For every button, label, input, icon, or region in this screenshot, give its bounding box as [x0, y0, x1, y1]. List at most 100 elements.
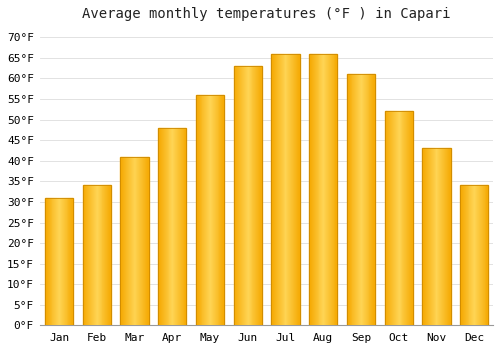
Bar: [164, 128, 166, 326]
Bar: [279, 54, 280, 326]
Bar: [88, 186, 90, 326]
Bar: [276, 54, 277, 326]
Bar: [82, 186, 84, 326]
Bar: [182, 128, 184, 326]
Bar: [370, 74, 372, 326]
Bar: [204, 95, 206, 326]
Bar: [426, 148, 427, 326]
Bar: [175, 128, 176, 326]
Bar: [132, 157, 134, 326]
Bar: [296, 54, 297, 326]
Bar: [84, 186, 86, 326]
Bar: [140, 157, 141, 326]
Bar: [60, 198, 61, 326]
Bar: [481, 186, 482, 326]
Bar: [470, 186, 472, 326]
Bar: [466, 186, 468, 326]
Bar: [364, 74, 366, 326]
Bar: [130, 157, 131, 326]
Bar: [93, 186, 94, 326]
Bar: [436, 148, 438, 326]
Bar: [245, 66, 246, 326]
Bar: [242, 66, 243, 326]
Bar: [475, 186, 476, 326]
Title: Average monthly temperatures (°F ) in Capari: Average monthly temperatures (°F ) in Ca…: [82, 7, 451, 21]
Bar: [131, 157, 132, 326]
Bar: [207, 95, 208, 326]
Bar: [158, 128, 159, 326]
Bar: [158, 128, 186, 326]
Bar: [347, 74, 375, 326]
Bar: [198, 95, 200, 326]
Bar: [348, 74, 350, 326]
Bar: [288, 54, 290, 326]
Bar: [241, 66, 242, 326]
Bar: [362, 74, 363, 326]
Bar: [206, 95, 207, 326]
Bar: [408, 111, 409, 326]
Bar: [61, 198, 62, 326]
Bar: [277, 54, 278, 326]
Bar: [179, 128, 180, 326]
Bar: [162, 128, 163, 326]
Bar: [298, 54, 300, 326]
Bar: [261, 66, 262, 326]
Bar: [177, 128, 178, 326]
Bar: [202, 95, 203, 326]
Bar: [422, 148, 450, 326]
Bar: [297, 54, 298, 326]
Bar: [327, 54, 328, 326]
Bar: [176, 128, 177, 326]
Bar: [134, 157, 136, 326]
Bar: [168, 128, 170, 326]
Bar: [48, 198, 50, 326]
Bar: [258, 66, 259, 326]
Bar: [272, 54, 273, 326]
Bar: [45, 198, 46, 326]
Bar: [460, 186, 461, 326]
Bar: [57, 198, 58, 326]
Bar: [318, 54, 320, 326]
Bar: [311, 54, 312, 326]
Bar: [359, 74, 360, 326]
Bar: [125, 157, 126, 326]
Bar: [324, 54, 325, 326]
Bar: [424, 148, 425, 326]
Bar: [474, 186, 475, 326]
Bar: [220, 95, 222, 326]
Bar: [94, 186, 95, 326]
Bar: [223, 95, 224, 326]
Bar: [390, 111, 391, 326]
Bar: [366, 74, 368, 326]
Bar: [428, 148, 429, 326]
Bar: [273, 54, 274, 326]
Bar: [473, 186, 474, 326]
Bar: [143, 157, 144, 326]
Bar: [400, 111, 402, 326]
Bar: [222, 95, 223, 326]
Bar: [216, 95, 218, 326]
Bar: [86, 186, 88, 326]
Bar: [374, 74, 375, 326]
Bar: [363, 74, 364, 326]
Bar: [423, 148, 424, 326]
Bar: [128, 157, 129, 326]
Bar: [357, 74, 358, 326]
Bar: [209, 95, 210, 326]
Bar: [373, 74, 374, 326]
Bar: [254, 66, 256, 326]
Bar: [465, 186, 466, 326]
Bar: [91, 186, 92, 326]
Bar: [472, 186, 473, 326]
Bar: [173, 128, 174, 326]
Bar: [320, 54, 322, 326]
Bar: [236, 66, 238, 326]
Bar: [170, 128, 172, 326]
Bar: [120, 157, 148, 326]
Bar: [212, 95, 213, 326]
Bar: [464, 186, 465, 326]
Bar: [260, 66, 261, 326]
Bar: [425, 148, 426, 326]
Bar: [96, 186, 97, 326]
Bar: [409, 111, 410, 326]
